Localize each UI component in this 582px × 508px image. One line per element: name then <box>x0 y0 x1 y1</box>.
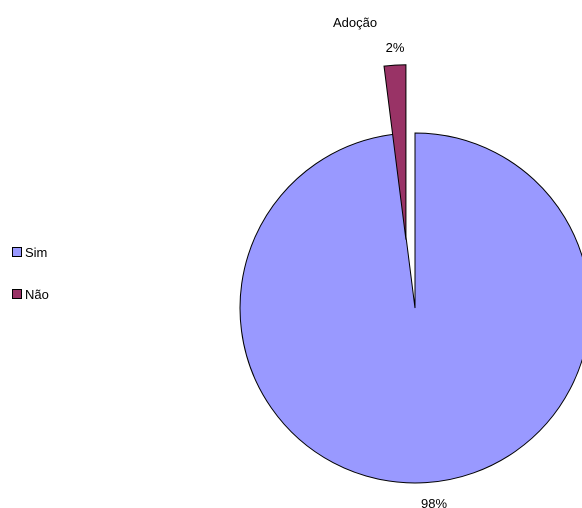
pie-slice-sim <box>239 132 582 484</box>
chart-title: Adoção <box>333 15 377 30</box>
data-label-sim: 98% <box>421 496 447 508</box>
legend-item-nao: Não <box>12 286 49 302</box>
legend: Sim Não <box>12 244 49 328</box>
pie-slice-nao <box>383 64 407 240</box>
legend-label-nao: Não <box>25 286 49 302</box>
legend-swatch-sim <box>12 247 22 257</box>
legend-item-sim: Sim <box>12 244 49 260</box>
legend-swatch-nao <box>12 289 22 299</box>
data-label-nao: 2% <box>386 40 405 55</box>
legend-label-sim: Sim <box>25 244 48 260</box>
